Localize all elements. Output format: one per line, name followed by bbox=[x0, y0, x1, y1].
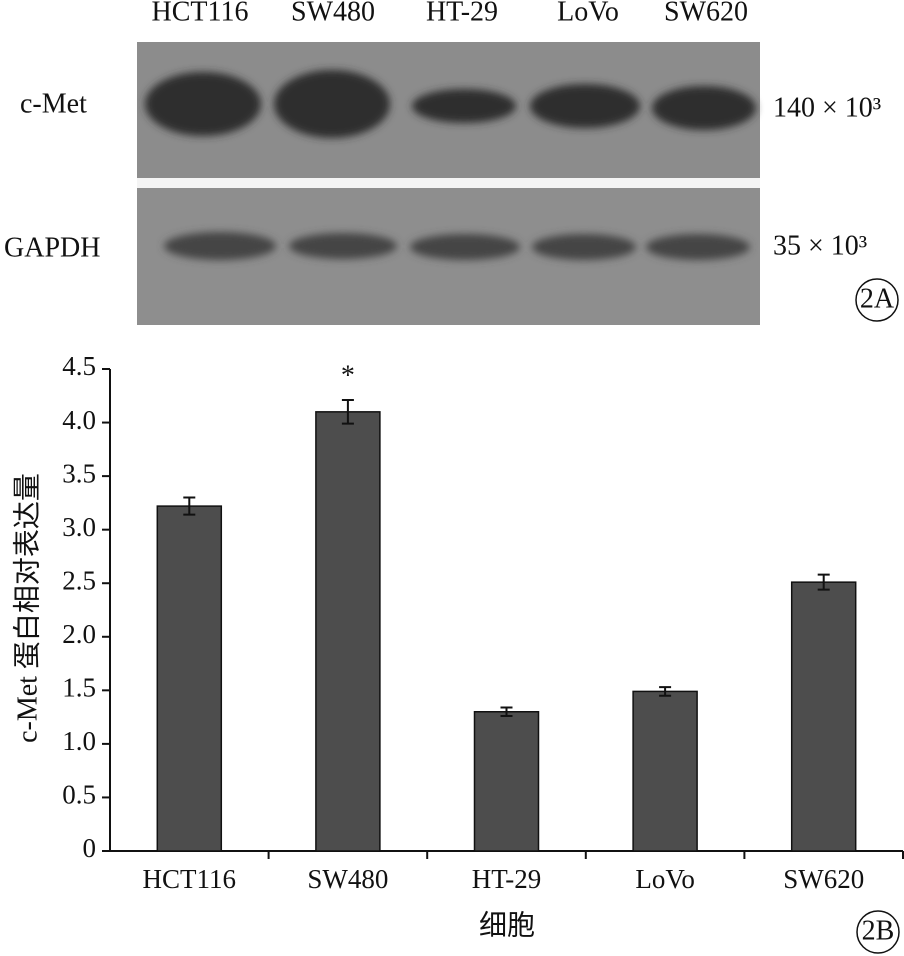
bar bbox=[315, 411, 381, 852]
significance-mark: * bbox=[341, 360, 355, 391]
panel-label-circle bbox=[856, 910, 900, 954]
y-tick-label: 1.5 bbox=[62, 673, 96, 703]
bar bbox=[156, 505, 223, 852]
lane-label: LoVo bbox=[557, 0, 619, 27]
x-axis-title: 细胞 bbox=[479, 909, 535, 941]
band bbox=[289, 233, 397, 259]
molecular-weight: 140 × 10³ bbox=[773, 92, 881, 123]
band bbox=[274, 70, 390, 138]
band bbox=[532, 234, 636, 260]
blot-separator bbox=[137, 178, 760, 188]
x-tick-label: SW620 bbox=[783, 864, 864, 894]
error-bar bbox=[341, 399, 354, 425]
y-tick-label: 2.5 bbox=[62, 565, 96, 595]
western-blot bbox=[137, 42, 760, 325]
y-tick-label: 0 bbox=[83, 833, 97, 863]
y-tick-label: 4.5 bbox=[62, 351, 96, 381]
band bbox=[652, 86, 756, 130]
error-bar bbox=[817, 573, 830, 591]
band bbox=[410, 234, 520, 260]
y-tick-label: 3.0 bbox=[62, 512, 96, 542]
y-tick-label: 1.0 bbox=[62, 726, 96, 756]
y-tick-label: 0.5 bbox=[62, 780, 96, 810]
x-tick-label: HT-29 bbox=[472, 864, 542, 894]
band bbox=[164, 232, 276, 260]
error-bar bbox=[500, 706, 513, 718]
error-bar bbox=[183, 496, 196, 516]
lane-label: HT-29 bbox=[426, 0, 498, 27]
x-tick-label: SW480 bbox=[307, 864, 388, 894]
bar bbox=[790, 581, 857, 852]
row-label: c-Met bbox=[20, 88, 87, 119]
y-tick-label: 3.5 bbox=[62, 458, 96, 488]
bar bbox=[473, 711, 540, 852]
lane-label: HCT116 bbox=[152, 0, 249, 27]
panel-label: 2B bbox=[862, 915, 895, 946]
lane-label: SW620 bbox=[664, 0, 748, 27]
blot-bands bbox=[145, 70, 756, 260]
error-bar bbox=[659, 686, 672, 697]
band bbox=[145, 72, 261, 136]
y-axis-title: c-Met 蛋白相对表达量 bbox=[11, 473, 43, 743]
y-tick-label: 2.0 bbox=[62, 619, 96, 649]
row-label: GAPDH bbox=[4, 232, 100, 263]
band bbox=[646, 234, 750, 260]
band bbox=[530, 84, 640, 128]
lane-label: SW480 bbox=[291, 0, 375, 27]
x-tick-label: LoVo bbox=[635, 864, 695, 894]
panel-label-circle bbox=[855, 278, 899, 322]
panel-label: 2A bbox=[860, 283, 895, 314]
band bbox=[412, 89, 516, 123]
molecular-weight: 35 × 10³ bbox=[773, 230, 867, 261]
x-tick-label: HCT116 bbox=[143, 864, 237, 894]
bar bbox=[632, 690, 698, 852]
y-tick-label: 4.0 bbox=[62, 405, 96, 435]
